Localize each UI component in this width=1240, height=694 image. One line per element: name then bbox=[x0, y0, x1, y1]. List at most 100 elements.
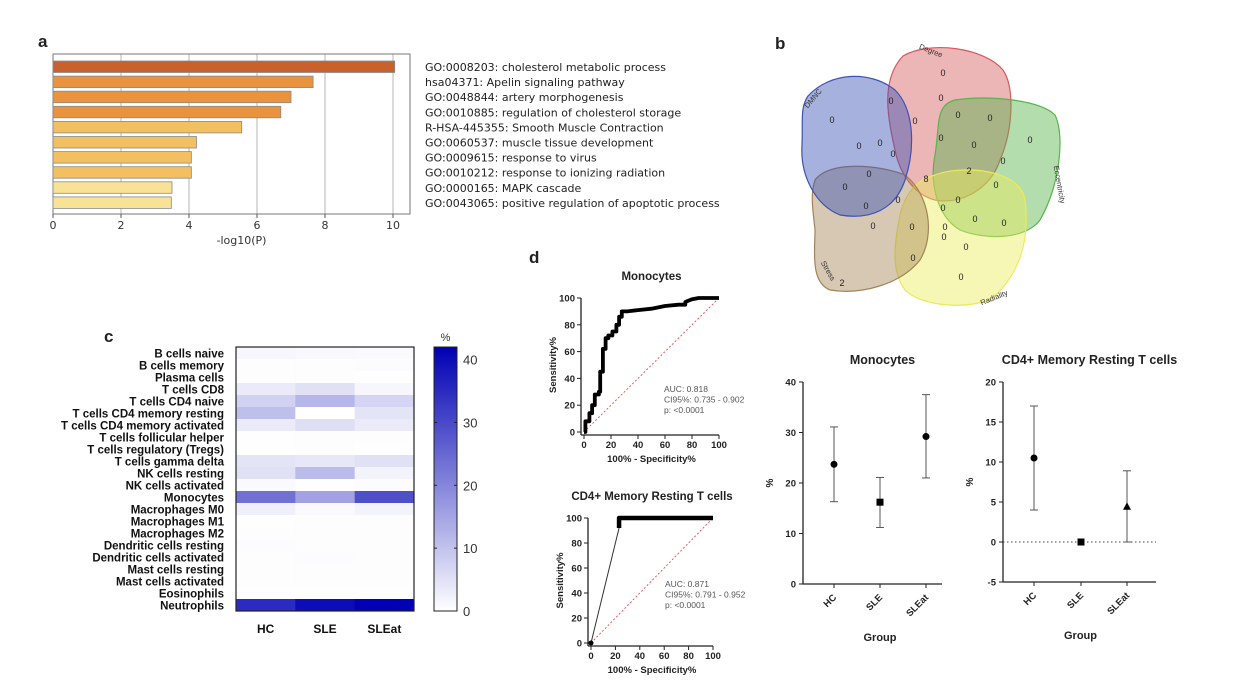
bar bbox=[52, 90, 292, 104]
bar-category-label: GO:0043065: positive regulation of apopt… bbox=[425, 197, 720, 210]
heatmap-cell bbox=[354, 599, 415, 612]
heatmap-cell bbox=[295, 587, 356, 600]
heatmap-cell bbox=[354, 551, 415, 564]
venn-set-dmnc bbox=[801, 75, 913, 217]
bar bbox=[52, 105, 282, 119]
heatmap-cell bbox=[295, 551, 356, 564]
heatmap-cell bbox=[354, 347, 415, 360]
heatmap-row-label: Macrophages M0 bbox=[131, 505, 224, 517]
venn-region-count: 0 bbox=[888, 96, 893, 106]
heatmap-row-label: Eosinophils bbox=[159, 589, 224, 601]
heatmap-cell bbox=[236, 455, 296, 468]
x-tick-label: HC bbox=[822, 592, 840, 610]
heatmap-cell bbox=[236, 515, 296, 528]
heatmap-cell bbox=[354, 539, 415, 552]
y-tick-label: 20 bbox=[564, 401, 575, 412]
venn-region-count: 0 bbox=[938, 93, 943, 103]
venn-region-count: 0 bbox=[938, 133, 943, 143]
venn-region-count: 0 bbox=[829, 115, 834, 125]
panel-label-d: d bbox=[529, 248, 540, 267]
y-tick-label: 100 bbox=[566, 514, 582, 525]
heatmap-cell bbox=[295, 575, 356, 588]
colorbar-tick-label: 10 bbox=[463, 541, 477, 556]
heatmap-cell bbox=[354, 575, 415, 588]
enrichment-bar-chart: GO:0008203: cholesterol metabolic proces… bbox=[50, 53, 720, 247]
bar bbox=[52, 196, 172, 209]
bar-category-label: GO:0060537: muscle tissue development bbox=[425, 137, 654, 150]
venn-region-count: 0 bbox=[972, 214, 977, 224]
x-tick-label: 10 bbox=[386, 219, 400, 232]
bar-category-label: GO:0010212: response to ionizing radiati… bbox=[425, 167, 665, 180]
heatmap-cell bbox=[236, 563, 296, 576]
x-tick-label: 0 bbox=[581, 440, 586, 451]
y-tick-label: 0 bbox=[570, 428, 575, 439]
heatmap-cell bbox=[354, 503, 415, 516]
heatmap-cell bbox=[354, 371, 415, 384]
y-axis-label: % bbox=[965, 477, 976, 486]
data-point bbox=[1123, 502, 1131, 510]
heatmap-row-label: NK cells activated bbox=[126, 481, 224, 493]
venn-region-count: 0 bbox=[987, 113, 992, 123]
heatmap-cell bbox=[354, 407, 415, 420]
y-tick-label: 0 bbox=[991, 538, 996, 549]
heatmap-cell bbox=[295, 431, 356, 444]
venn-region-count: 0 bbox=[940, 68, 945, 78]
venn-diagram: DegreeEccentricityRadialityStressDMNC000… bbox=[801, 42, 1067, 307]
venn-region-count: 2 bbox=[839, 278, 844, 288]
bar bbox=[52, 166, 192, 179]
heatmap-cell bbox=[295, 443, 356, 456]
bar-category-label: R-HSA-445355: Smooth Muscle Contraction bbox=[425, 121, 664, 134]
panel-label-b: b bbox=[775, 34, 786, 53]
heatmap-cell bbox=[354, 431, 415, 444]
y-tick-label: 10 bbox=[985, 458, 996, 469]
heatmap-cell bbox=[354, 491, 415, 504]
colorbar-label: % bbox=[441, 332, 451, 344]
roc-annotation: AUC: 0.871 bbox=[665, 579, 709, 589]
roc-monocytes: Monocytes 0 20 40 60 80 100 0 20 40 60 80 100 100% - … bbox=[548, 271, 745, 465]
venn-region-count: 0 bbox=[1000, 156, 1005, 166]
heatmap-cell bbox=[354, 563, 415, 576]
venn-set-degree bbox=[887, 46, 1012, 202]
y-tick-label: 40 bbox=[571, 589, 582, 600]
y-tick-label: 30 bbox=[785, 428, 796, 439]
heatmap-row-label: Mast cells resting bbox=[127, 565, 224, 577]
heatmap-row-label: Dendritic cells activated bbox=[92, 553, 224, 565]
heatmap-column-label: SLEat bbox=[367, 622, 401, 636]
venn-region-count: 0 bbox=[863, 201, 868, 211]
y-tick-label: 0 bbox=[577, 639, 582, 650]
venn-region-count: 0 bbox=[993, 180, 998, 190]
bar-category-label: GO:0008203: cholesterol metabolic proces… bbox=[425, 61, 666, 74]
x-tick-label: 40 bbox=[633, 440, 644, 451]
heatmap-row-label: Monocytes bbox=[164, 493, 224, 505]
venn-region-count: 0 bbox=[856, 141, 861, 151]
x-tick-label: HC bbox=[1022, 590, 1040, 608]
x-tick-label: 60 bbox=[660, 440, 671, 451]
heatmap-row-label: Plasma cells bbox=[155, 373, 224, 385]
bar-category-label: GO:0000165: MAPK cascade bbox=[425, 182, 582, 195]
roc-annotation: CI95%: 0.791 - 0.952 bbox=[665, 590, 746, 600]
y-tick-label: 20 bbox=[785, 479, 796, 490]
heatmap-cell bbox=[236, 371, 296, 384]
heatmap-row-label: T cells follicular helper bbox=[99, 433, 224, 445]
heatmap-cell bbox=[354, 383, 415, 396]
y-tick-label: 100 bbox=[559, 294, 575, 305]
x-tick-label: 40 bbox=[635, 651, 646, 662]
colorbar-tick-label: 40 bbox=[463, 353, 477, 368]
y-tick-label: 15 bbox=[985, 418, 996, 429]
x-tick-label: 100 bbox=[705, 651, 721, 662]
heatmap-cell bbox=[354, 515, 415, 528]
heatmap-cell bbox=[354, 527, 415, 540]
heatmap-cell bbox=[236, 491, 296, 504]
heatmap-cell bbox=[295, 479, 356, 492]
x-tick-label: 80 bbox=[687, 440, 698, 451]
heatmap-row-label: T cells CD4 memory resting bbox=[73, 409, 224, 421]
colorbar-tick-label: 30 bbox=[463, 415, 477, 430]
venn-region-count: 0 bbox=[941, 232, 946, 242]
data-point bbox=[1030, 454, 1038, 462]
roc-annotation: p: <0.0001 bbox=[664, 405, 705, 415]
y-tick-label: 60 bbox=[564, 347, 575, 358]
heatmap-column-label: SLE bbox=[313, 622, 336, 636]
roc-cd4-memory-resting: CD4+ Memory Resting T cells 0 20 40 60 80 100 0… bbox=[555, 491, 746, 676]
heatmap-row-label: B cells memory bbox=[139, 361, 225, 373]
